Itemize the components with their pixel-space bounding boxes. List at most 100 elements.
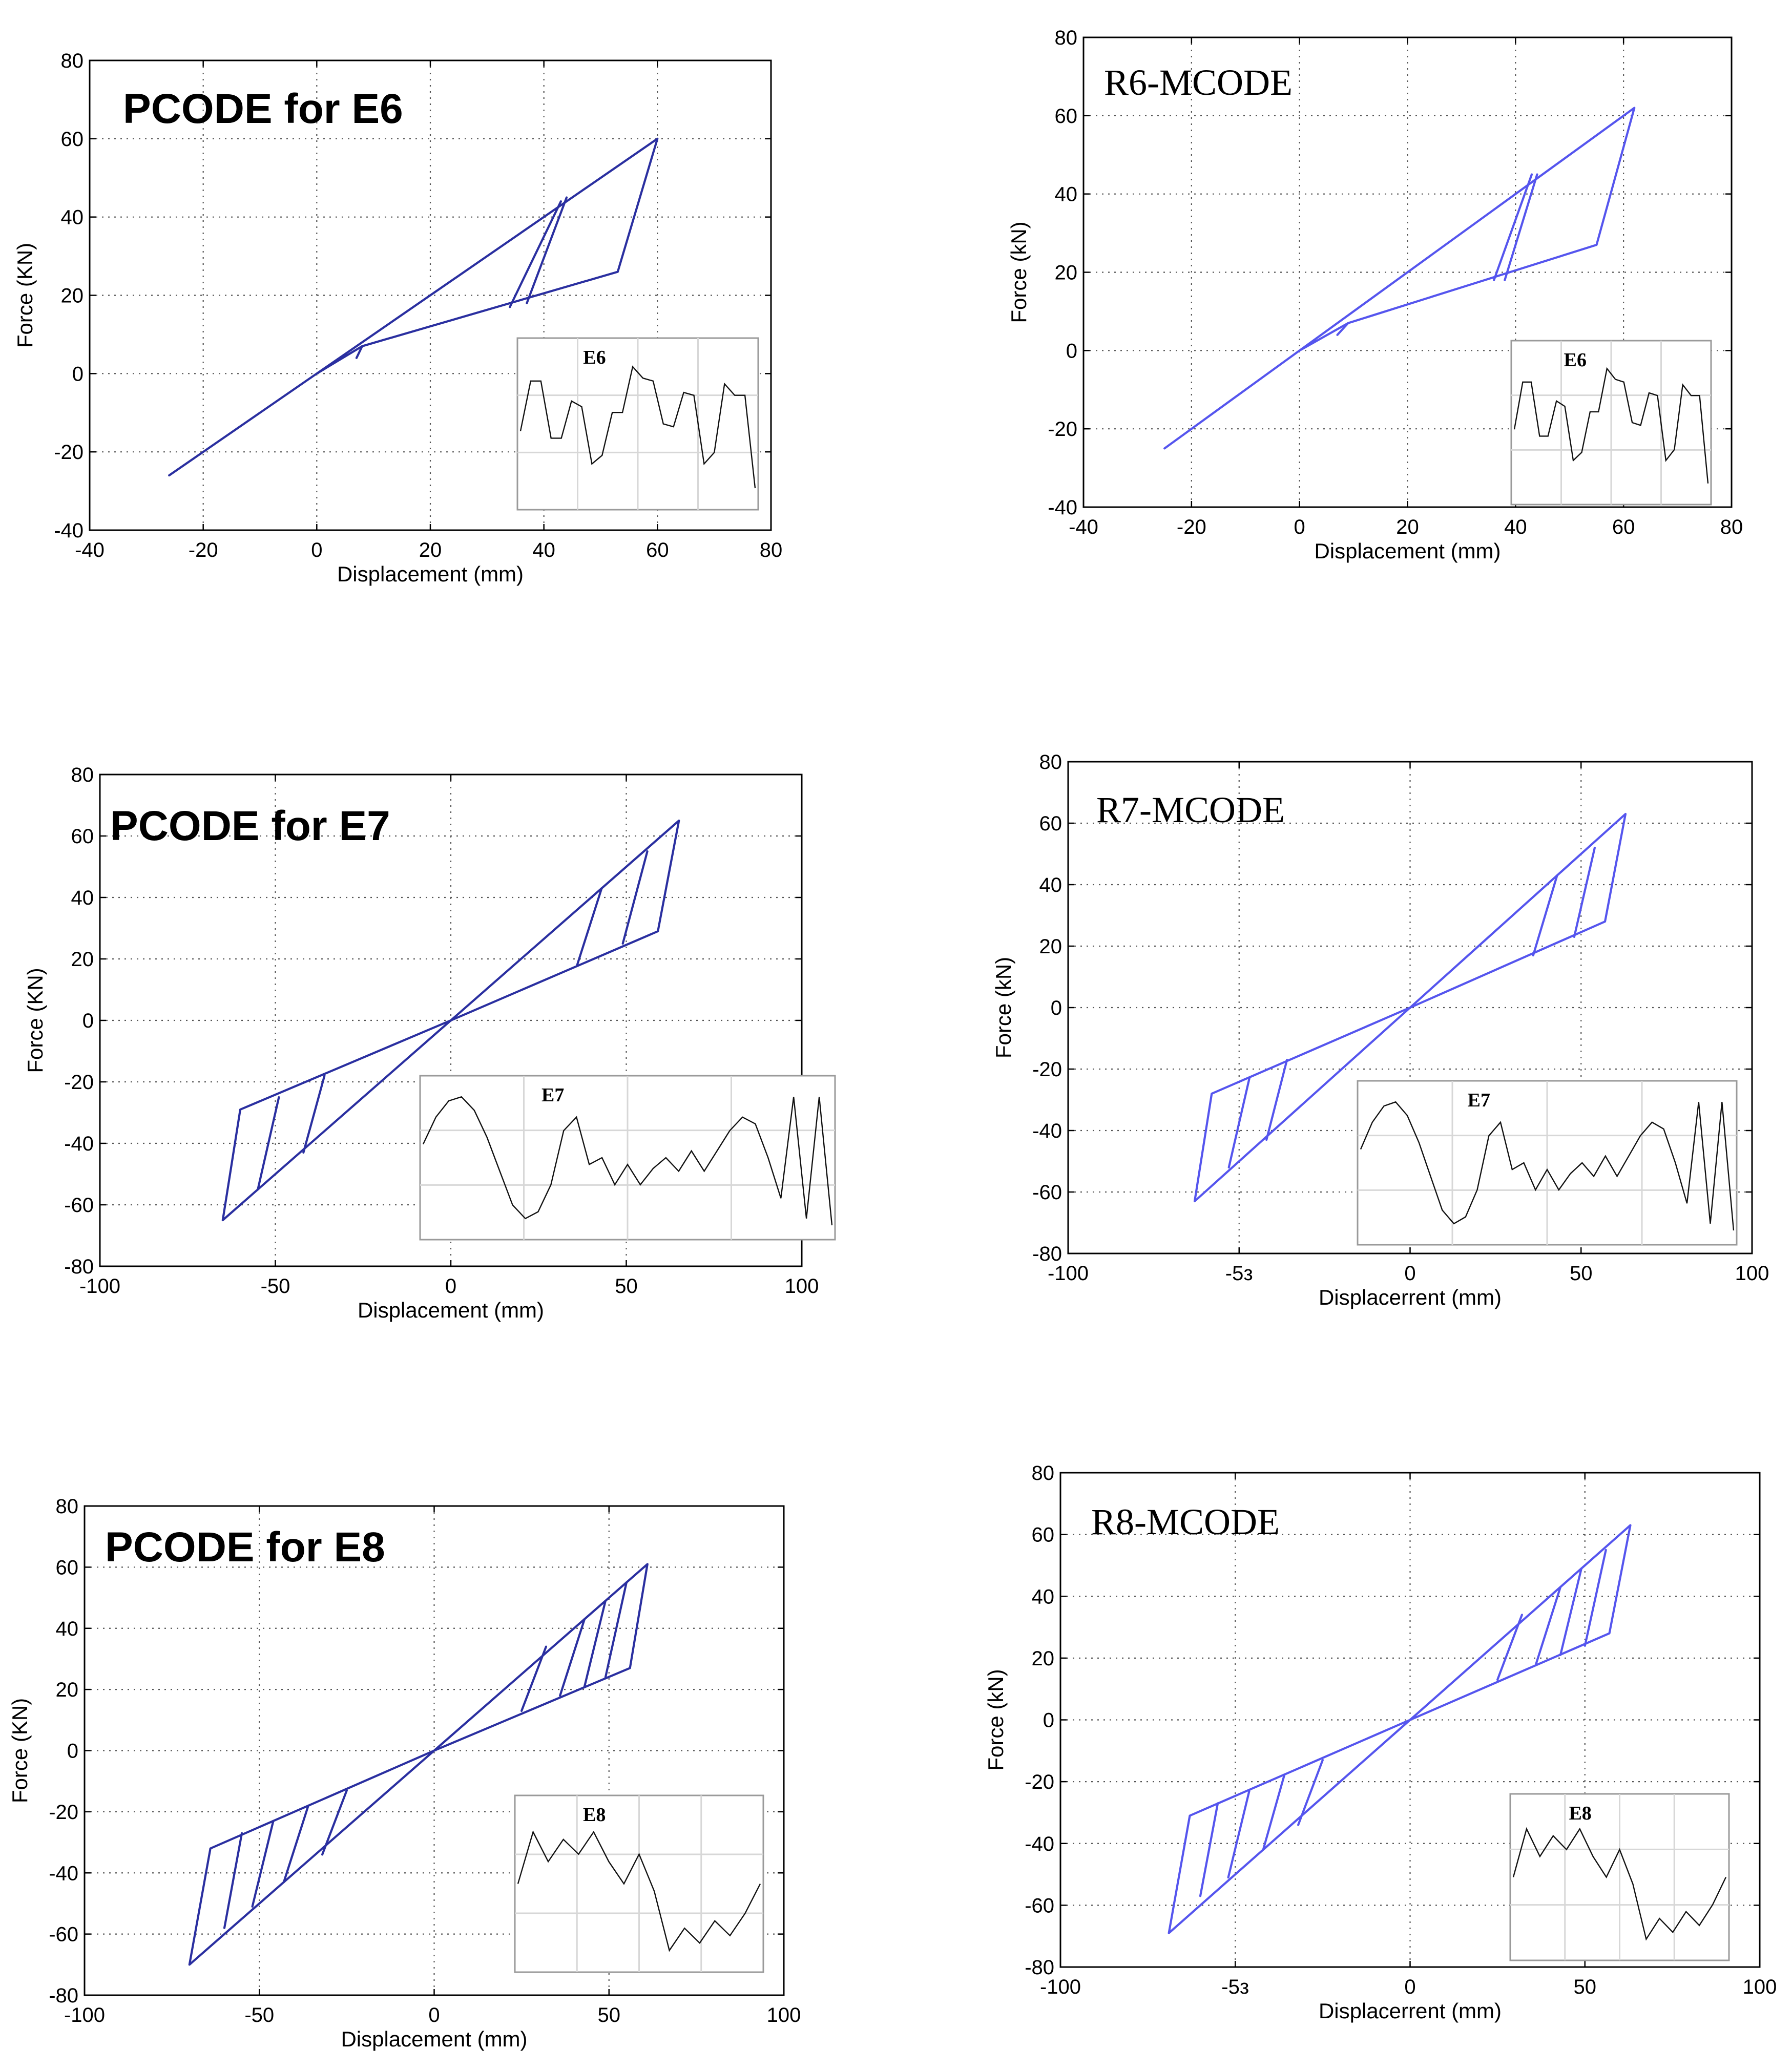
y-tick-label: -40 — [49, 1862, 78, 1885]
inset-label: E8 — [1569, 1803, 1591, 1824]
x-tick-label: 100 — [1735, 1262, 1769, 1285]
y-tick-label: 0 — [1043, 1709, 1054, 1732]
x-tick-label: -50 — [244, 2004, 274, 2026]
series-line-4 — [583, 1599, 607, 1688]
series-line-5 — [1227, 1077, 1251, 1169]
y-tick-label: -20 — [1032, 1058, 1062, 1081]
x-tick-label: 60 — [646, 539, 669, 561]
series-line-2 — [509, 200, 562, 308]
y-tick-label: 80 — [1055, 27, 1078, 49]
series-line-3 — [1504, 173, 1538, 281]
inset-signal-line — [519, 365, 756, 489]
y-tick-label: -60 — [49, 1923, 78, 1946]
y-tick-label: -40 — [64, 1133, 94, 1155]
series-line-1 — [188, 1563, 649, 1966]
y-tick-label: -80 — [49, 1984, 78, 2007]
x-tick-label: -100 — [64, 2004, 105, 2026]
x-tick-label: -40 — [1069, 516, 1098, 538]
y-tick-label: 0 — [1066, 340, 1077, 362]
chart-title: PCODE for E6 — [123, 86, 403, 132]
x-tick-label: -100 — [1040, 1976, 1081, 1998]
chart-panel-4: -100 -5з 0 50 100 80 60 40 20 0 -20 -40 -60 -80 Displa… — [991, 751, 1769, 1309]
x-tick-label: -20 — [1177, 516, 1206, 538]
series-line-1 — [221, 819, 680, 1222]
y-tick-label: 80 — [1039, 751, 1062, 773]
series-line-2 — [1493, 173, 1533, 281]
y-axis-label: Force (KN) — [23, 968, 47, 1073]
x-tick-label: 50 — [1574, 1976, 1597, 1998]
series-line-2 — [1496, 1614, 1523, 1681]
y-axis-label: Force (KN) — [13, 243, 37, 348]
inset-label: E7 — [541, 1084, 564, 1106]
y-tick-label: 80 — [71, 764, 94, 786]
x-tick-label: 0 — [1294, 516, 1305, 538]
chart-panel-1: -40 -20 0 20 40 60 80 80 60 40 20 0 -20 -40 Displaceme… — [13, 50, 782, 586]
inset-record: E7 — [1357, 1080, 1738, 1246]
x-tick-label: 20 — [419, 539, 442, 561]
inset-label: E8 — [583, 1804, 606, 1826]
x-tick-label: -100 — [1048, 1262, 1089, 1285]
series-line-3 — [621, 850, 649, 945]
inset-record: E6 — [516, 337, 759, 511]
y-axis-label: Force (kN) — [991, 957, 1015, 1058]
series-line-8 — [1227, 1790, 1251, 1879]
x-tick-label: 50 — [615, 1275, 638, 1298]
y-tick-label: 20 — [56, 1679, 79, 1701]
y-tick-label: -80 — [1032, 1243, 1062, 1265]
y-tick-label: 80 — [61, 50, 84, 72]
series-line-6 — [1297, 1759, 1324, 1826]
y-tick-label: -80 — [64, 1256, 94, 1278]
x-tick-label: 0 — [428, 2004, 440, 2026]
y-tick-label: 60 — [71, 825, 94, 848]
x-tick-label: 0 — [1404, 1262, 1415, 1285]
chart-title: R6-MCODE — [1104, 62, 1293, 103]
x-tick-label: 0 — [1404, 1976, 1415, 1998]
y-tick-label: 20 — [71, 948, 94, 971]
x-tick-label: -5з — [1221, 1976, 1249, 1998]
inset-label: E7 — [1468, 1090, 1490, 1111]
y-tick-label: 40 — [1039, 874, 1062, 896]
y-tick-label: 80 — [1032, 1462, 1055, 1484]
chart-title: PCODE for E8 — [105, 1524, 385, 1571]
y-tick-label: 0 — [67, 1740, 78, 1763]
series-line-6 — [321, 1789, 348, 1856]
series-line-3 — [559, 1618, 586, 1697]
inset-record: E8 — [1509, 1793, 1730, 1961]
chart-panel-2: -40 -20 0 20 40 60 80 80 60 40 20 0 -20 -40 Displaceme… — [1007, 27, 1743, 563]
x-axis-label: Displacerrent (mm) — [1319, 1999, 1502, 2023]
series-line-7 — [282, 1804, 309, 1884]
series-line-4 — [1336, 322, 1349, 336]
inset-label: E6 — [583, 347, 606, 368]
x-tick-label: 40 — [532, 539, 555, 561]
y-tick-label: -20 — [1025, 1771, 1054, 1793]
x-axis-label: Displacerrent (mm) — [1319, 1285, 1502, 1309]
x-tick-label: 40 — [1504, 516, 1527, 538]
series-line-5 — [1583, 1549, 1607, 1647]
series-line-5 — [257, 1096, 280, 1191]
y-tick-label: -40 — [1048, 496, 1077, 519]
x-tick-label: -5з — [1225, 1262, 1253, 1285]
x-tick-label: -40 — [75, 539, 105, 561]
chart-title: R8-MCODE — [1091, 1501, 1280, 1542]
x-tick-label: 100 — [785, 1275, 819, 1298]
x-tick-label: 20 — [1396, 516, 1419, 538]
y-axis-label: Force (kN) — [1007, 221, 1031, 323]
x-tick-label: 100 — [1743, 1976, 1777, 1998]
series-line-4 — [355, 345, 364, 359]
x-tick-label: 50 — [1570, 1262, 1593, 1285]
series-line-2 — [1532, 874, 1558, 957]
inset-label: E6 — [1564, 349, 1587, 371]
y-tick-label: -80 — [1025, 1956, 1054, 1979]
chart-panel-5: -100 -50 0 50 100 80 60 40 20 0 -20 -40 -60 -80 Displa… — [8, 1495, 801, 2051]
x-tick-label: -100 — [79, 1275, 120, 1298]
series-line-2 — [576, 887, 603, 967]
y-tick-label: -20 — [1048, 418, 1077, 441]
series-line-9 — [223, 1832, 243, 1929]
y-tick-label: 20 — [61, 285, 84, 307]
y-tick-label: 20 — [1032, 1647, 1055, 1670]
x-tick-label: 50 — [598, 2004, 621, 2026]
inset-signal-line — [517, 1830, 761, 1952]
y-tick-label: 40 — [71, 887, 94, 909]
y-tick-label: 40 — [61, 206, 84, 229]
